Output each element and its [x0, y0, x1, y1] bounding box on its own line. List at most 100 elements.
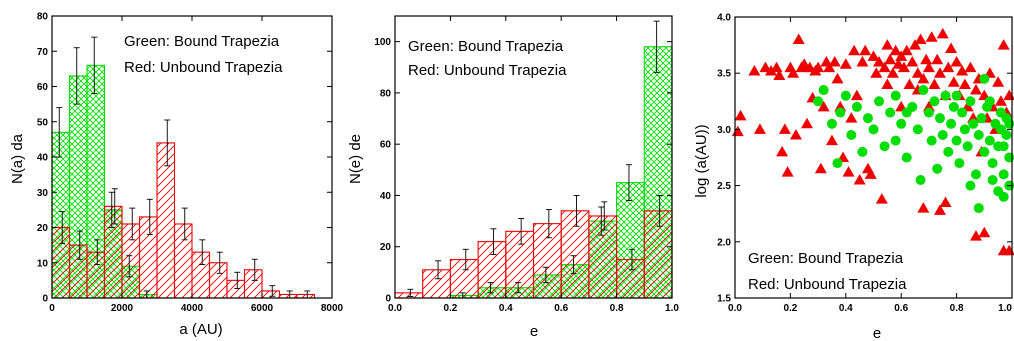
y-tick-label: 1.5: [717, 294, 731, 305]
unbound-bar: [208, 262, 228, 299]
scatter-axes: [734, 16, 1013, 299]
y-tick-label: 20: [37, 223, 49, 234]
unbound-bar: [226, 279, 246, 299]
bound-point: [879, 141, 890, 152]
bound-point: [951, 135, 962, 146]
unbound-point: [969, 84, 982, 95]
unbound-point: [933, 67, 946, 78]
y-tick-label: 70: [37, 47, 49, 58]
unbound-point: [969, 230, 982, 241]
bound-point: [984, 135, 995, 146]
unbound-point: [781, 166, 794, 177]
unbound-point: [814, 162, 827, 174]
bound-point: [987, 174, 998, 185]
unbound-bar: [588, 215, 618, 299]
unbound-point: [945, 42, 958, 53]
bound-point: [998, 191, 1009, 202]
y-tick-label: 0: [385, 294, 391, 305]
x-tick-label: 0.4: [499, 303, 513, 314]
bound-point: [995, 124, 1006, 135]
scatter-xlabel: e: [873, 325, 881, 341]
unbound-point: [828, 55, 841, 67]
unbound-point: [950, 55, 963, 67]
bound-point: [973, 130, 984, 141]
unbound-point: [978, 226, 991, 238]
bound-point: [929, 96, 940, 107]
unbound-point: [842, 166, 855, 177]
y-tick-label: 100: [374, 37, 391, 48]
panel-a-ticklabels: 0 2000 4000 6000 8000 0 10 20 30 40 50 60 70 80: [37, 12, 344, 315]
x-tick-label: 0.8: [950, 303, 964, 314]
unbound-point: [942, 61, 955, 73]
bound-point: [901, 152, 912, 163]
unbound-point: [748, 64, 761, 76]
unbound-bar: [422, 269, 451, 299]
x-tick-label: 0.4: [839, 303, 853, 314]
x-tick-label: 2000: [111, 303, 134, 314]
x-tick-label: 4000: [181, 303, 204, 314]
bound-point: [979, 146, 990, 157]
scatter-points: [731, 27, 1014, 256]
unbound-point: [886, 67, 899, 78]
unbound-point: [964, 61, 977, 73]
panel-e-bars: [394, 46, 673, 299]
unbound-bar: [68, 244, 88, 299]
unbound-point: [773, 69, 786, 80]
panel-a-ylabel: N(a) da: [9, 133, 26, 184]
unbound-point: [997, 39, 1010, 50]
bound-point: [976, 113, 987, 124]
bound-point: [868, 124, 879, 135]
bound-point: [813, 96, 824, 107]
unbound-point: [911, 67, 924, 78]
bound-point: [979, 73, 990, 84]
bound-point: [948, 101, 959, 112]
unbound-point: [776, 145, 789, 157]
y-tick-label: 50: [37, 117, 49, 128]
bound-point: [959, 124, 970, 135]
bound-point: [962, 141, 973, 152]
unbound-point: [770, 61, 783, 73]
bound-point: [826, 118, 837, 129]
y-tick-label: 40: [37, 153, 49, 164]
panel-e-legend-green: Green: Bound Trapezia: [408, 38, 564, 55]
unbound-point: [906, 55, 919, 67]
panel-a-legend-green: Green: Bound Trapezia: [124, 33, 280, 50]
unbound-point: [909, 39, 922, 50]
unbound-bar: [243, 269, 263, 299]
unbound-point: [789, 129, 802, 140]
bound-point: [901, 107, 912, 118]
scatter-ticklabels: 0.0 0.2 0.4 0.6 0.8 1.0 1.5 2.0 2.5 3.0 3.5 4.0: [717, 13, 1012, 315]
unbound-point: [856, 55, 869, 67]
unbound-point: [931, 53, 944, 65]
bound-point: [973, 203, 984, 214]
bound-point: [984, 96, 995, 107]
scatter-ylabel: log (a(AU)): [693, 124, 710, 197]
unbound-point: [823, 61, 836, 73]
unbound-bar: [138, 216, 158, 299]
bound-point: [937, 130, 948, 141]
bound-point: [987, 158, 998, 169]
unbound-point: [881, 78, 894, 89]
y-tick-label: 2.0: [717, 237, 731, 248]
unbound-point: [734, 109, 747, 121]
bound-point: [885, 107, 896, 118]
bound-point: [965, 96, 976, 107]
histogram-panel-a: 0 2000 4000 6000 8000 0 10 20 30 40 50 60 70 80 a (AU…: [9, 12, 344, 339]
bound-point: [934, 113, 945, 124]
unbound-point: [936, 27, 949, 39]
scatter-panel: 0.0 0.2 0.4 0.6 0.8 1.0 1.5 2.0 2.5 3.0 3.5 4.0 e l…: [693, 13, 1014, 341]
unbound-point: [933, 204, 946, 215]
scatter-legend-green: Green: Bound Trapezia: [748, 250, 904, 267]
y-tick-label: 3.5: [717, 69, 731, 80]
unbound-point: [873, 55, 886, 67]
bound-point: [998, 169, 1009, 180]
unbound-point: [956, 64, 969, 76]
bound-point: [946, 118, 957, 129]
bound-point: [915, 174, 926, 185]
y-tick-label: 2.5: [717, 181, 731, 192]
unbound-point: [817, 100, 830, 112]
x-tick-label: 6000: [251, 303, 274, 314]
bound-point: [957, 107, 968, 118]
panel-a-bars: [51, 64, 316, 299]
